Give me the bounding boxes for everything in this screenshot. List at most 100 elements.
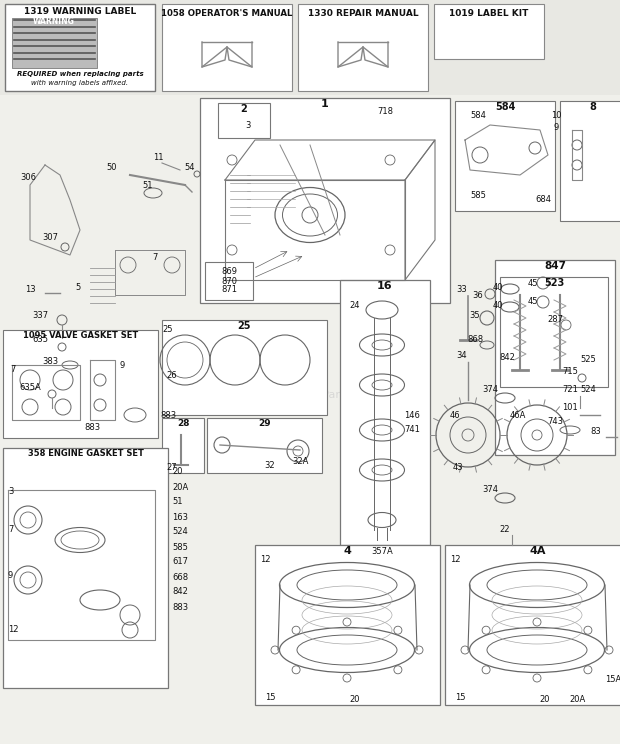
Bar xyxy=(162,320,327,415)
Bar xyxy=(162,418,204,473)
Text: 146: 146 xyxy=(404,411,420,420)
Text: 868: 868 xyxy=(467,336,483,344)
Text: 684: 684 xyxy=(535,196,551,205)
Text: 842: 842 xyxy=(172,588,188,597)
Text: 306: 306 xyxy=(20,173,36,182)
Text: eReplacementParts.com: eReplacementParts.com xyxy=(242,390,378,400)
Text: 883: 883 xyxy=(160,411,176,420)
Text: 33: 33 xyxy=(456,286,467,295)
Text: 584: 584 xyxy=(495,102,515,112)
Text: 46: 46 xyxy=(450,411,460,420)
Text: 36: 36 xyxy=(472,290,484,300)
Text: 383: 383 xyxy=(42,358,58,367)
Bar xyxy=(205,262,253,300)
Text: 337: 337 xyxy=(32,310,48,319)
Bar xyxy=(218,103,270,138)
Text: 287: 287 xyxy=(547,315,563,324)
Text: 523: 523 xyxy=(544,278,564,288)
Text: 32A: 32A xyxy=(292,458,308,466)
Bar xyxy=(207,418,322,473)
Text: 83: 83 xyxy=(591,428,601,437)
Bar xyxy=(298,4,428,91)
Text: 43: 43 xyxy=(453,464,463,472)
Bar xyxy=(434,4,544,59)
Text: 54: 54 xyxy=(185,164,195,173)
Bar xyxy=(3,330,158,438)
Text: 718: 718 xyxy=(377,107,393,117)
Text: 1: 1 xyxy=(321,99,329,109)
Text: 20: 20 xyxy=(172,467,182,476)
Bar xyxy=(162,4,292,91)
Text: 847: 847 xyxy=(544,261,566,271)
Text: 584: 584 xyxy=(470,111,486,120)
Text: 9: 9 xyxy=(120,361,125,370)
Text: 883: 883 xyxy=(172,603,188,612)
Text: 50: 50 xyxy=(107,164,117,173)
Text: 28: 28 xyxy=(177,419,189,428)
Text: 842: 842 xyxy=(499,353,515,362)
Text: 40: 40 xyxy=(493,301,503,310)
Text: 4A: 4A xyxy=(529,546,546,556)
Text: 9: 9 xyxy=(554,124,559,132)
Text: 22: 22 xyxy=(500,525,510,534)
Text: 20A: 20A xyxy=(172,483,188,492)
Text: 20: 20 xyxy=(350,696,360,705)
Text: 7: 7 xyxy=(153,254,157,263)
Text: 374: 374 xyxy=(482,385,498,394)
Text: 34: 34 xyxy=(457,350,467,359)
Text: 13: 13 xyxy=(25,286,35,295)
Bar xyxy=(455,101,555,211)
Text: 20A: 20A xyxy=(570,696,586,705)
Text: 51: 51 xyxy=(172,498,182,507)
Text: 11: 11 xyxy=(153,153,163,161)
Text: 358 ENGINE GASKET SET: 358 ENGINE GASKET SET xyxy=(27,449,143,458)
Text: 46A: 46A xyxy=(510,411,526,420)
Text: 4: 4 xyxy=(343,546,352,556)
Text: 15: 15 xyxy=(454,693,465,702)
Text: 12: 12 xyxy=(450,556,460,565)
Text: 668: 668 xyxy=(172,572,188,582)
Text: 617: 617 xyxy=(172,557,188,566)
Text: 1330 REPAIR MANUAL: 1330 REPAIR MANUAL xyxy=(308,8,418,18)
Text: 26: 26 xyxy=(167,371,177,379)
Bar xyxy=(12,18,97,68)
Text: 743: 743 xyxy=(547,417,563,426)
Text: 8: 8 xyxy=(589,102,596,112)
Text: 2: 2 xyxy=(241,104,247,114)
Text: 15: 15 xyxy=(265,693,275,702)
Bar xyxy=(340,280,430,545)
Text: 883: 883 xyxy=(84,423,100,432)
Text: 29: 29 xyxy=(258,419,271,428)
Text: 10: 10 xyxy=(551,111,561,120)
Bar xyxy=(500,277,608,387)
Text: 1019 LABEL KIT: 1019 LABEL KIT xyxy=(450,8,529,18)
Text: 51: 51 xyxy=(143,181,153,190)
Bar xyxy=(0,0,620,95)
Text: 9: 9 xyxy=(8,571,13,580)
Text: 27: 27 xyxy=(167,464,177,472)
Bar xyxy=(200,98,450,303)
Text: 585: 585 xyxy=(470,190,486,199)
Text: 20: 20 xyxy=(540,696,551,705)
Text: 585: 585 xyxy=(172,542,188,551)
Text: WARNING: WARNING xyxy=(33,18,75,27)
Text: 871: 871 xyxy=(221,286,237,295)
Text: 32: 32 xyxy=(265,461,275,469)
Bar xyxy=(445,545,620,705)
Bar xyxy=(255,545,440,705)
Text: 635A: 635A xyxy=(19,383,41,393)
Bar xyxy=(5,4,155,91)
Text: 15A: 15A xyxy=(605,676,620,684)
Text: 101: 101 xyxy=(562,403,578,412)
Text: 12: 12 xyxy=(8,626,19,635)
Text: 3: 3 xyxy=(8,487,14,496)
Bar xyxy=(3,448,168,688)
Text: 1319 WARNING LABEL: 1319 WARNING LABEL xyxy=(24,7,136,16)
Bar xyxy=(560,101,620,221)
Bar xyxy=(495,260,615,455)
Text: REQUIRED when replacing parts: REQUIRED when replacing parts xyxy=(17,71,143,77)
Text: 1095 VALVE GASKET SET: 1095 VALVE GASKET SET xyxy=(23,331,138,340)
Text: 40: 40 xyxy=(493,283,503,292)
Text: 5: 5 xyxy=(76,283,81,292)
Text: 25: 25 xyxy=(237,321,251,331)
